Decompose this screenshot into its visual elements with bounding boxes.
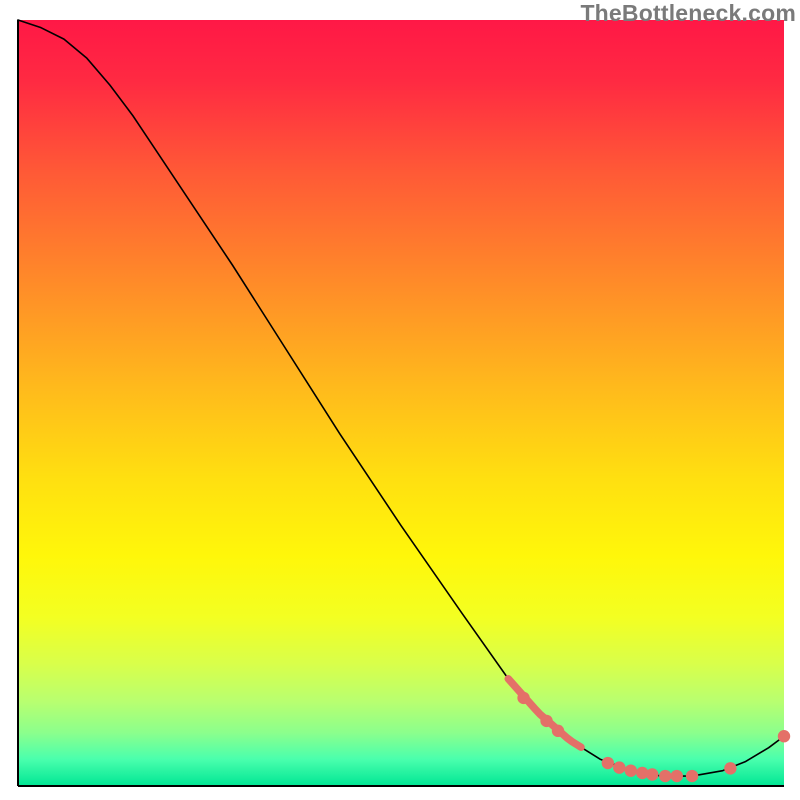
data-marker	[671, 770, 683, 782]
data-marker	[659, 770, 671, 782]
bottleneck-chart: TheBottleneck.com	[0, 0, 800, 800]
data-marker	[646, 768, 658, 780]
data-marker	[552, 725, 564, 737]
data-marker	[602, 757, 614, 769]
data-marker	[778, 730, 790, 742]
data-marker	[686, 770, 698, 782]
data-marker	[540, 715, 552, 727]
data-marker	[613, 761, 625, 773]
data-marker	[517, 692, 529, 704]
chart-canvas	[0, 0, 800, 800]
data-marker	[625, 764, 637, 776]
plot-background	[18, 20, 784, 786]
data-marker	[724, 762, 736, 774]
